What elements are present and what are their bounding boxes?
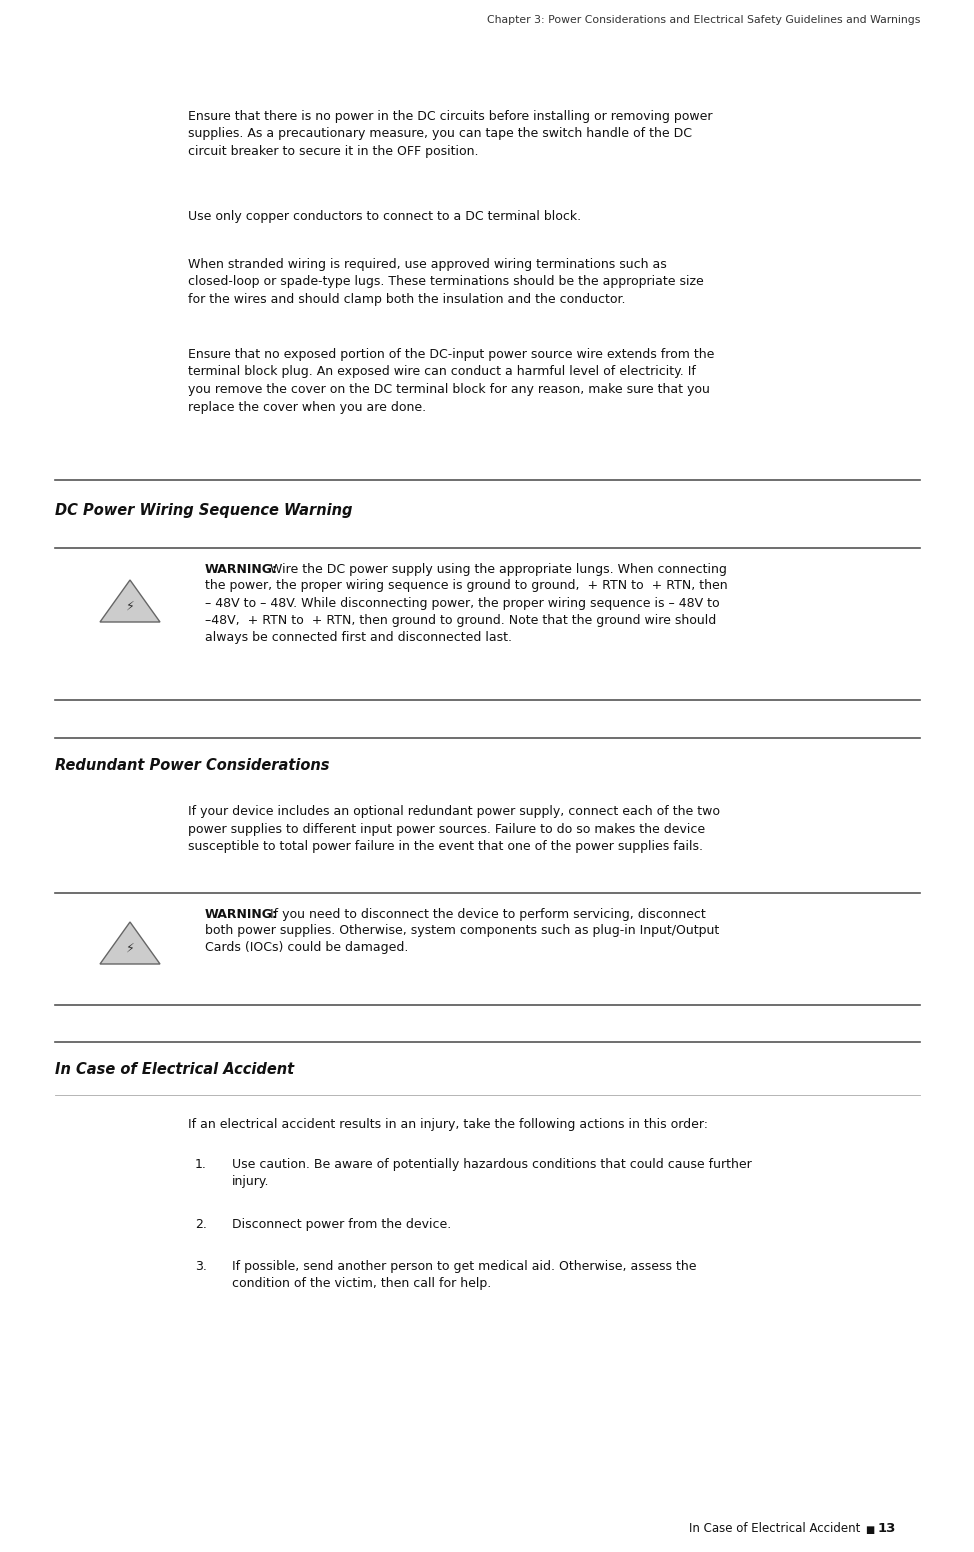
Text: Wire the DC power supply using the appropriate lungs. When connecting: Wire the DC power supply using the appro… [270, 563, 727, 576]
Text: Redundant Power Considerations: Redundant Power Considerations [55, 757, 329, 773]
Polygon shape [100, 580, 160, 622]
Text: In Case of Electrical Accident: In Case of Electrical Accident [55, 1062, 294, 1077]
Text: 3.: 3. [195, 1260, 207, 1273]
Text: both power supplies. Otherwise, system components such as plug-in Input/Output
C: both power supplies. Otherwise, system c… [205, 923, 719, 954]
Text: If your device includes an optional redundant power supply, connect each of the : If your device includes an optional redu… [188, 805, 720, 854]
Text: Ensure that no exposed portion of the DC-input power source wire extends from th: Ensure that no exposed portion of the DC… [188, 348, 714, 413]
Text: ⚡: ⚡ [126, 599, 134, 613]
Text: DC Power Wiring Sequence Warning: DC Power Wiring Sequence Warning [55, 503, 353, 518]
Text: WARNING:: WARNING: [205, 563, 278, 576]
Text: Use caution. Be aware of potentially hazardous conditions that could cause furth: Use caution. Be aware of potentially haz… [232, 1158, 752, 1189]
Text: When stranded wiring is required, use approved wiring terminations such as
close: When stranded wiring is required, use ap… [188, 258, 704, 306]
Text: the power, the proper wiring sequence is ground to ground,  + RTN to  + RTN, the: the power, the proper wiring sequence is… [205, 579, 728, 644]
Text: 13: 13 [878, 1523, 896, 1535]
Text: Ensure that there is no power in the DC circuits before installing or removing p: Ensure that there is no power in the DC … [188, 110, 713, 158]
Text: ⚡: ⚡ [126, 942, 134, 954]
Text: 1.: 1. [195, 1158, 207, 1172]
Text: Disconnect power from the device.: Disconnect power from the device. [232, 1218, 451, 1231]
Text: 2.: 2. [195, 1218, 207, 1231]
Text: ■: ■ [865, 1526, 875, 1535]
Text: If possible, send another person to get medical aid. Otherwise, assess the
condi: If possible, send another person to get … [232, 1260, 696, 1291]
Text: If an electrical accident results in an injury, take the following actions in th: If an electrical accident results in an … [188, 1117, 708, 1131]
Text: Use only copper conductors to connect to a DC terminal block.: Use only copper conductors to connect to… [188, 210, 581, 223]
Polygon shape [100, 922, 160, 964]
Text: In Case of Electrical Accident: In Case of Electrical Accident [689, 1523, 860, 1535]
Text: WARNING:: WARNING: [205, 908, 278, 920]
Text: If you need to disconnect the device to perform servicing, disconnect: If you need to disconnect the device to … [270, 908, 706, 920]
Text: Chapter 3: Power Considerations and Electrical Safety Guidelines and Warnings: Chapter 3: Power Considerations and Elec… [487, 16, 920, 25]
